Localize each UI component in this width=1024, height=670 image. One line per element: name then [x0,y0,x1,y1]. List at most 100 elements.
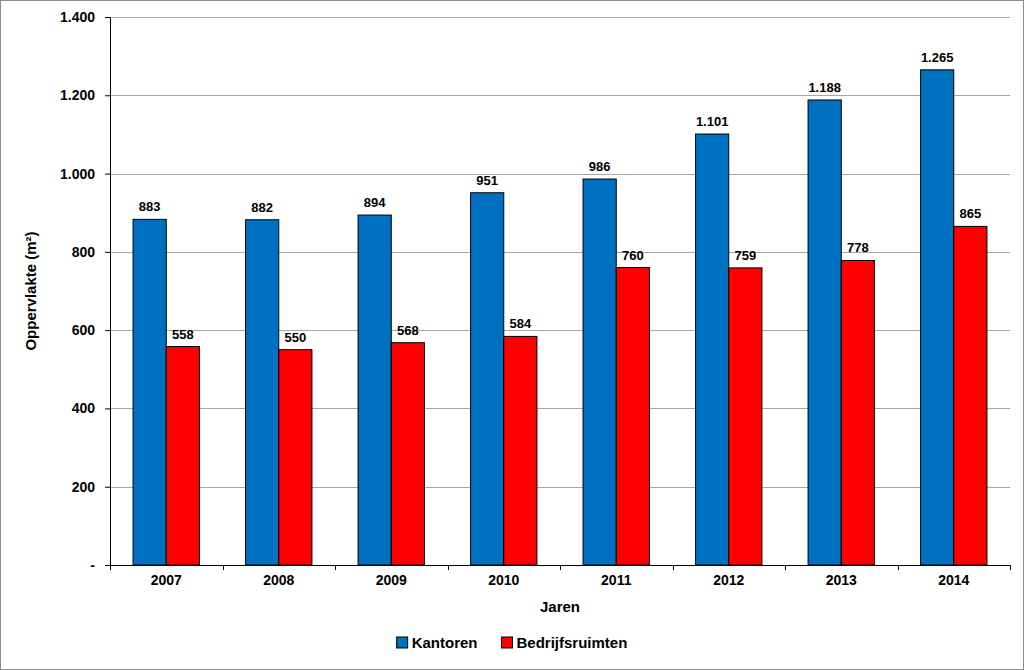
data-label: 760 [622,248,644,263]
chart-container: 8838828949519861.1011.1881.2655585505685… [0,0,1024,670]
bar [921,70,954,565]
data-label: 1.101 [696,114,729,129]
x-separator [335,565,336,570]
y-tick-label: 1.400 [60,9,95,25]
grid-line [110,17,1010,18]
y-tick-label: 800 [72,244,96,260]
y-tick-mark [105,17,110,18]
x-axis: 2007 2008 2009 2010 2011 2012 2013 2014 [111,565,1011,588]
bar [358,215,391,565]
y-tick: 1.400 [60,9,110,25]
legend-swatch [501,637,512,648]
data-label: 894 [364,195,386,210]
data-label: 951 [476,173,498,188]
data-label: 759 [734,248,756,263]
bar [246,220,279,565]
data-label: 550 [284,330,306,345]
data-label: 882 [251,200,273,215]
y-tick-mark [105,174,110,175]
x-tick: 2014 [938,565,969,588]
bar [841,260,874,565]
data-label: 568 [397,323,419,338]
x-axis-title: Jaren [540,598,580,615]
x-tick: 2012 [713,565,744,588]
y-tick-label: 600 [72,322,96,338]
x-tick-label: 2007 [151,572,182,588]
chart-frame [1,1,1024,670]
bar [279,350,312,565]
grid-line [110,252,1010,253]
x-separator [1010,565,1011,570]
y-tick-mark [105,565,110,566]
x-separator [223,565,224,570]
y-tick: 200 [72,479,110,495]
bar [729,268,762,565]
legend-swatch [397,637,408,648]
legend-label: Kantoren [412,634,478,651]
y-tick: - [90,557,110,573]
x-tick: 2009 [376,565,407,588]
y-tick-mark [105,487,110,488]
legend-item: Bedrijfsruimten [501,634,627,651]
x-tick: 2007 [151,565,182,588]
x-tick-label: 2013 [826,572,857,588]
data-label: 558 [172,327,194,342]
grid [110,18,1010,566]
y-axis-title: Oppervlakte (m²) [22,231,39,350]
x-separator [785,565,786,570]
x-tick: 2013 [826,565,857,588]
x-tick-label: 2011 [601,572,632,588]
y-tick-mark [105,252,110,253]
y-tick-mark [105,330,110,331]
legend: Kantoren Bedrijfsruimten [397,634,628,651]
grid-line [110,330,1010,331]
grid-line [110,487,1010,488]
bar [166,347,199,565]
bar [954,226,987,565]
y-tick-label: 400 [72,400,96,416]
grid-line [110,95,1010,96]
bar [391,343,424,565]
bar [583,179,616,565]
y-tick-label: 1.200 [60,87,95,103]
x-tick-label: 2014 [938,572,969,588]
y-tick-label: - [90,557,95,573]
grid-line [110,174,1010,175]
y-tick-label: 200 [72,479,96,495]
y-tick: 400 [72,400,110,416]
x-tick: 2011 [601,565,632,588]
chart-svg: 8838828949519861.1011.1881.2655585505685… [0,0,1024,670]
x-separator [560,565,561,570]
data-labels: 8838828949519861.1011.1881.2655585505685… [139,50,981,345]
y-tick: 600 [72,322,110,338]
data-label: 986 [589,159,611,174]
x-separator [110,565,111,570]
x-tick-label: 2012 [713,572,744,588]
bars [133,70,987,565]
bar [696,134,729,565]
x-separator [898,565,899,570]
bar [133,219,166,565]
grid-line [110,408,1010,409]
x-separator [448,565,449,570]
x-separator [673,565,674,570]
data-label: 865 [959,206,981,221]
legend-label: Bedrijfsruimten [516,634,627,651]
x-tick: 2008 [263,565,294,588]
y-tick-mark [105,95,110,96]
x-tick-label: 2009 [376,572,407,588]
y-axis: - 200 400 600 800 1.000 1.200 1.400 [60,9,111,573]
y-tick-mark [105,408,110,409]
y-tick-label: 1.000 [60,166,95,182]
y-axis-line [110,18,111,566]
x-tick-label: 2010 [488,572,519,588]
bar [616,268,649,565]
x-tick-label: 2008 [263,572,294,588]
legend-item: Kantoren [397,634,478,651]
bar [471,193,504,565]
bar [808,100,841,565]
data-label: 778 [847,240,869,255]
y-tick: 800 [72,244,110,260]
x-tick: 2010 [488,565,519,588]
y-tick: 1.000 [60,166,110,182]
